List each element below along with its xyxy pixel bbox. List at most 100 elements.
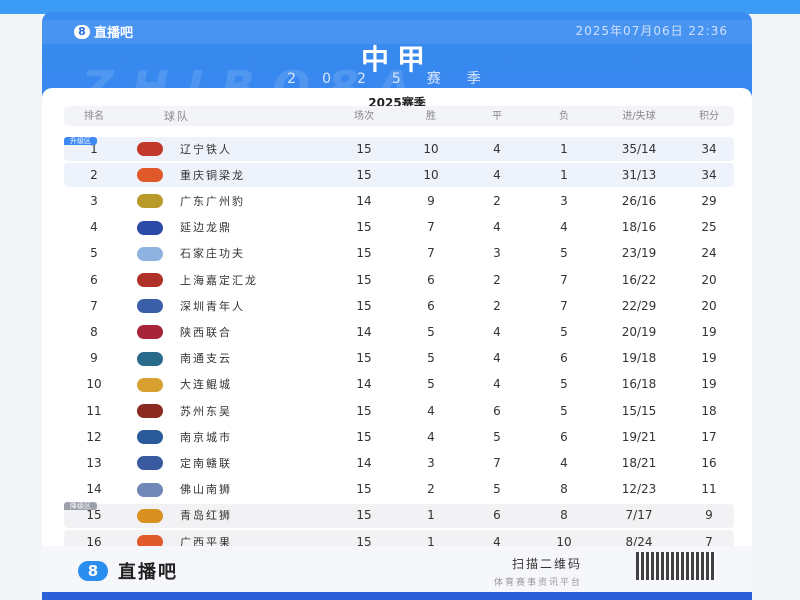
cell-l: 10	[556, 534, 572, 549]
col-draws: 平	[492, 110, 502, 122]
cell-team: 定南赣联	[180, 456, 232, 470]
cell-goals: 16/22	[621, 272, 657, 287]
col-wins: 胜	[426, 110, 436, 122]
cell-rank: 2	[90, 167, 98, 182]
team-logo-shape	[137, 404, 163, 418]
cell-goals: 31/13	[621, 167, 657, 182]
cell-team: 延边龙鼎	[180, 221, 232, 235]
cell-rank: 16	[86, 534, 102, 549]
team-logo-icon	[132, 399, 168, 423]
table-row[interactable]: 9 南通支云 15 5 4 6 19/18 19	[64, 347, 734, 371]
cell-pts: 18	[701, 403, 717, 418]
cell-w: 5	[427, 324, 435, 339]
cell-d: 4	[493, 534, 501, 549]
cell-w: 6	[427, 272, 435, 287]
table-row[interactable]: 4 延边龙鼎 15 7 4 4 18/16 25	[64, 216, 734, 240]
cell-w: 6	[427, 298, 435, 313]
team-logo-icon	[132, 294, 168, 318]
cell-w: 4	[427, 403, 435, 418]
cell-team: 深圳青年人	[180, 299, 245, 313]
cell-played: 14	[356, 193, 372, 208]
cell-pts: 7	[705, 534, 713, 549]
relegation-zone-badge: 降级区	[64, 502, 97, 510]
cell-rank: 1	[90, 141, 98, 156]
cell-rank: 4	[90, 220, 98, 235]
cell-goals: 20/19	[621, 324, 657, 339]
cell-l: 1	[560, 141, 568, 156]
cell-rank: 5	[90, 246, 98, 261]
cell-w: 10	[423, 167, 439, 182]
team-logo-shape	[137, 456, 163, 471]
cell-played: 14	[356, 377, 372, 392]
cell-played: 15	[356, 508, 372, 523]
team-logo-icon	[132, 242, 168, 266]
col-team: 球队	[164, 109, 190, 123]
cell-w: 1	[427, 508, 435, 523]
cell-w: 7	[427, 246, 435, 261]
cell-played: 14	[356, 455, 372, 470]
team-logo-icon	[132, 268, 168, 292]
table-row[interactable]: 11 苏州东吴 15 4 6 5 15/15 18	[64, 399, 734, 423]
cell-rank: 10	[86, 377, 102, 392]
season-subtitle: 2025赛季	[287, 71, 507, 87]
cell-goals: 8/24	[625, 534, 653, 549]
cell-d: 3	[493, 246, 501, 261]
scan-label: 扫描二维码	[511, 557, 582, 571]
cell-pts: 25	[701, 220, 717, 235]
cell-l: 8	[560, 482, 568, 497]
table-row[interactable]: 12 南京城市 15 4 5 6 19/21 17	[64, 425, 734, 449]
table-header: 排名 球队 场次 胜 平 负 进/失球 积分	[64, 106, 734, 126]
cell-goals: 19/18	[621, 351, 657, 366]
table-row[interactable]: 10 大连鲲城 14 5 4 5 16/18 19	[64, 373, 734, 397]
cell-team: 上海嘉定汇龙	[180, 273, 258, 287]
table-row[interactable]: 7 深圳青年人 15 6 2 7 22/29 20	[64, 294, 734, 318]
cell-d: 6	[493, 403, 501, 418]
cell-played: 15	[356, 403, 372, 418]
cell-d: 4	[493, 324, 501, 339]
cell-team: 石家庄功夫	[180, 247, 245, 261]
team-logo-shape	[137, 482, 163, 497]
cell-pts: 34	[701, 141, 717, 156]
col-goals: 进/失球	[622, 110, 656, 122]
table-row[interactable]: 14 佛山南狮 15 2 5 8 12/23 11	[64, 478, 734, 502]
cell-l: 7	[560, 298, 568, 313]
table-row[interactable]: 13 定南赣联 14 3 7 4 18/21 16	[64, 451, 734, 475]
team-logo-icon	[132, 163, 168, 187]
table-row[interactable]: 5 石家庄功夫 15 7 3 5 23/19 24	[64, 242, 734, 266]
cell-l: 5	[560, 377, 568, 392]
cell-pts: 11	[701, 482, 717, 497]
team-logo-shape	[137, 299, 163, 314]
header-brand: 8 直播吧	[74, 22, 133, 41]
table-row[interactable]: 3 广东广州豹 14 9 2 3 26/16 29	[64, 189, 734, 213]
cell-team: 苏州东吴	[180, 404, 232, 418]
table-row[interactable]: 8 陕西联合 14 5 4 5 20/19 19	[64, 320, 734, 344]
cell-w: 7	[427, 220, 435, 235]
qr-code[interactable]	[636, 552, 716, 580]
cell-rank: 13	[86, 455, 102, 470]
cell-pts: 17	[701, 429, 717, 444]
cell-l: 5	[560, 403, 568, 418]
cell-pts: 16	[701, 455, 717, 470]
cell-l: 7	[560, 272, 568, 287]
cell-played: 15	[356, 351, 372, 366]
table-row[interactable]: 1 辽宁铁人 15 10 4 1 35/14 34	[64, 137, 734, 161]
table-row[interactable]: 2 重庆铜梁龙 15 10 4 1 31/13 34	[64, 163, 734, 188]
footer-brand-name: 直播吧	[118, 562, 178, 583]
cell-w: 4	[427, 429, 435, 444]
cell-d: 6	[493, 508, 501, 523]
cell-l: 6	[560, 351, 568, 366]
cell-d: 4	[493, 377, 501, 392]
table-row[interactable]: 15 青岛红狮 15 1 6 8 7/17 9	[64, 503, 734, 528]
cell-played: 15	[356, 272, 372, 287]
cell-team: 青岛红狮	[180, 509, 232, 523]
team-logo-icon	[132, 320, 168, 344]
table-row[interactable]: 6 上海嘉定汇龙 15 6 2 7 16/22 20	[64, 268, 734, 292]
cell-team: 辽宁铁人	[180, 142, 232, 156]
cell-l: 1	[560, 167, 568, 182]
cell-rank: 7	[90, 298, 98, 313]
cell-team: 广东广州豹	[180, 194, 245, 208]
cell-d: 2	[493, 298, 501, 313]
col-played: 场次	[354, 110, 374, 122]
cell-played: 15	[356, 534, 372, 549]
